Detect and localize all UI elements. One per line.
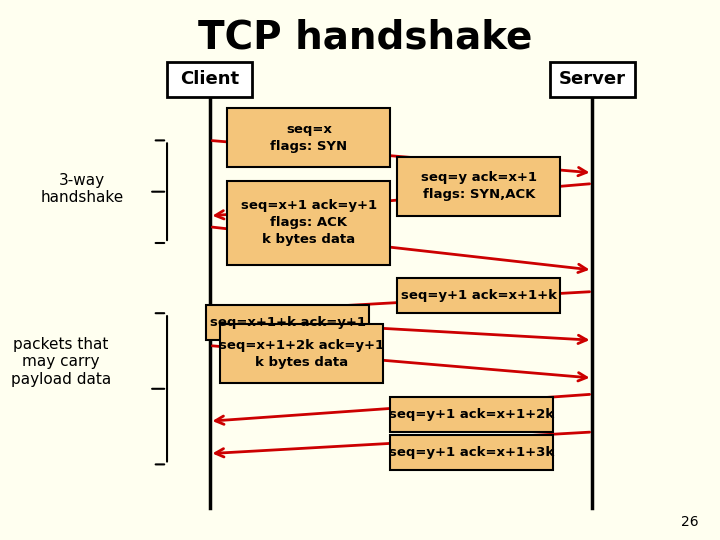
FancyBboxPatch shape — [397, 157, 560, 216]
Text: seq=y+1 ack=x+1+2k: seq=y+1 ack=x+1+2k — [390, 408, 554, 421]
FancyBboxPatch shape — [220, 324, 383, 383]
FancyBboxPatch shape — [167, 62, 252, 97]
Text: Server: Server — [559, 70, 626, 89]
FancyBboxPatch shape — [228, 181, 390, 265]
FancyBboxPatch shape — [228, 108, 390, 167]
Text: 26: 26 — [681, 515, 698, 529]
Text: Client: Client — [180, 70, 239, 89]
Text: packets that
may carry
payload data: packets that may carry payload data — [11, 337, 111, 387]
Text: seq=x+1 ack=y+1
flags: ACK
k bytes data: seq=x+1 ack=y+1 flags: ACK k bytes data — [240, 199, 377, 246]
Text: 3-way
handshake: 3-way handshake — [40, 173, 124, 205]
FancyBboxPatch shape — [390, 397, 554, 432]
FancyBboxPatch shape — [206, 305, 369, 340]
FancyBboxPatch shape — [397, 278, 560, 313]
FancyBboxPatch shape — [390, 435, 554, 470]
Text: seq=y ack=x+1
flags: SYN,ACK: seq=y ack=x+1 flags: SYN,ACK — [421, 171, 537, 201]
Text: seq=x+1+k ack=y+1: seq=x+1+k ack=y+1 — [210, 316, 366, 329]
Text: seq=x
flags: SYN: seq=x flags: SYN — [270, 123, 347, 153]
Text: seq=y+1 ack=x+1+k: seq=y+1 ack=x+1+k — [401, 289, 557, 302]
FancyBboxPatch shape — [550, 62, 635, 97]
Text: seq=x+1+2k ack=y+1
k bytes data: seq=x+1+2k ack=y+1 k bytes data — [219, 339, 384, 369]
Text: TCP handshake: TCP handshake — [198, 19, 533, 57]
Text: seq=y+1 ack=x+1+3k: seq=y+1 ack=x+1+3k — [390, 446, 554, 459]
